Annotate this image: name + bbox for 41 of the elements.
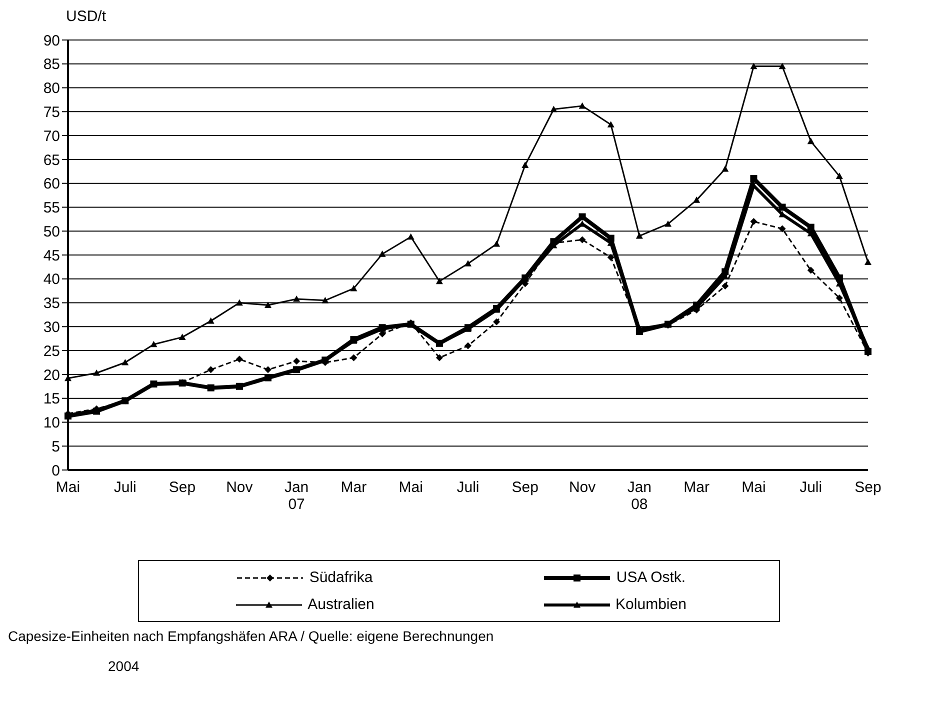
x-tick-label: Sep	[854, 479, 882, 496]
x-tick-label: Nov	[226, 479, 254, 496]
y-tick-label: 25	[43, 342, 60, 360]
y-tick-label: 50	[43, 223, 60, 240]
legend-label: Australien	[308, 596, 374, 613]
y-tick-label: 45	[43, 247, 60, 264]
x-tick-label: Juli	[800, 479, 822, 496]
x-tick-label: Mar	[340, 479, 367, 496]
y-axis-title: USD/t	[66, 8, 108, 27]
x-tick-label: Mai	[398, 479, 423, 496]
text: 2004	[108, 658, 140, 674]
y-tick-label: 90	[43, 32, 60, 50]
y-tick-label: 15	[43, 390, 60, 408]
legend-label: Südafrika	[309, 569, 373, 586]
y-tick-label: 5	[52, 438, 60, 456]
x-tick-label: Juli	[114, 479, 136, 496]
y-tick-label: 35	[43, 295, 60, 312]
legend-label: Kolumbien	[616, 596, 686, 613]
y-tick-label: 85	[43, 56, 60, 74]
x-tick-label: Jan 08	[627, 479, 652, 513]
x-tick-label: Mai	[742, 479, 766, 496]
y-tick-label: 30	[43, 318, 60, 336]
y-tick-label: 70	[43, 128, 60, 145]
y-tick-label: 20	[43, 366, 60, 384]
y-tick-label: 60	[43, 176, 60, 193]
text: Capesize-Einheiten nach Empfangshäfen ARA / Quelle: eigene Berechnungen	[8, 628, 495, 644]
y-tick-label: 65	[43, 152, 60, 169]
y-tick-label: 80	[43, 80, 60, 98]
y-tick-label: 0	[52, 462, 60, 480]
y-tick-label: 10	[43, 414, 60, 432]
x-tick-label: Juli	[456, 479, 480, 496]
legend-label: USA Ostk.	[616, 569, 686, 586]
x-tick-label: Sep	[168, 479, 196, 496]
x-tick-label: Nov	[568, 479, 596, 496]
y-tick-label: 75	[43, 104, 60, 121]
x-tick-label: Sep	[512, 479, 538, 496]
y-tick-label: 55	[43, 200, 60, 217]
x-tick-label: Mai	[56, 479, 80, 496]
x-tick-label: Jan 07	[284, 479, 309, 513]
y-tick-label: 40	[43, 271, 60, 288]
x-tick-label: Mar	[684, 479, 710, 496]
